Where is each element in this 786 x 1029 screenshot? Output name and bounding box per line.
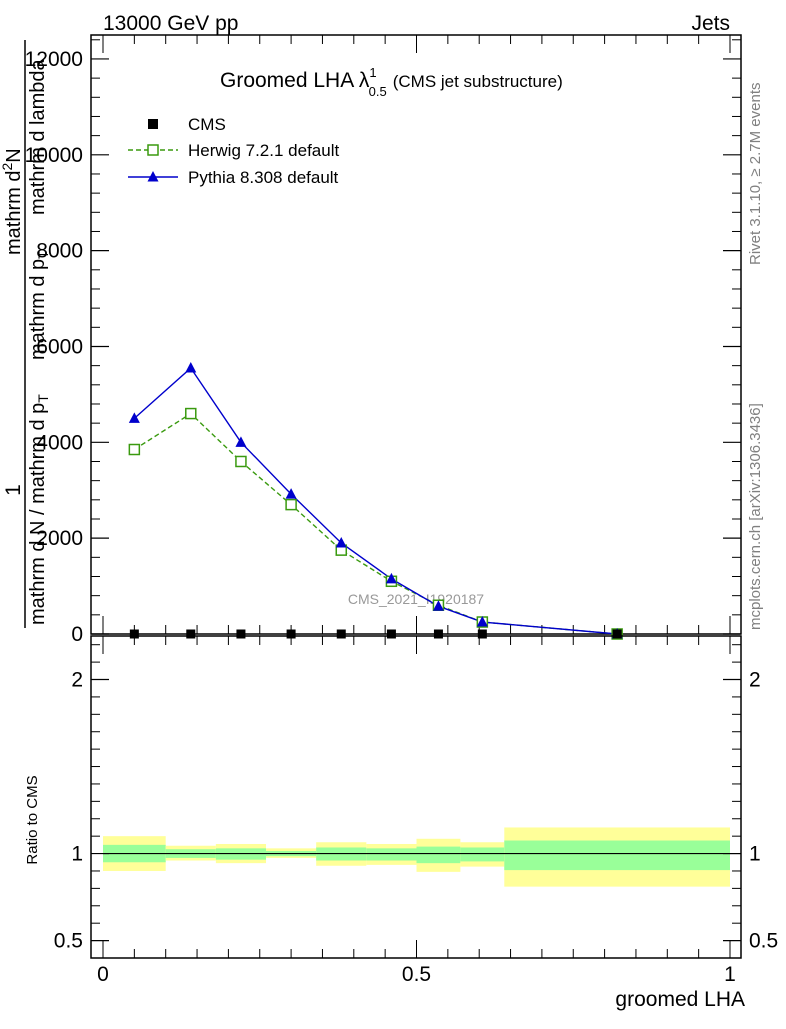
cms-point (129, 629, 139, 639)
pythia-point (432, 600, 444, 611)
header-right: Jets (691, 12, 730, 35)
main-ytick-label: 0 (71, 623, 83, 646)
ratio-ytick-label: 2 (71, 669, 83, 692)
pythia-point (128, 412, 140, 423)
ylabel-right-text: mathrm d p (27, 259, 49, 360)
legend-pythia-marker (147, 171, 159, 182)
ratio-ytick-label-right: 1 (749, 843, 761, 866)
mcplots-label: mcplots.cern.ch [arXiv:1306.3436] (747, 403, 764, 630)
ylabel-numerator-sup: 2 (0, 163, 15, 171)
main-ytick-label: 10000 (25, 144, 83, 167)
ratio-band-inner (504, 840, 730, 871)
herwig-line (133, 412, 618, 635)
ratio-band-inner (460, 847, 505, 862)
chart-title: Groomed LHA λ1 0.5 (CMS jet substructure) (220, 65, 563, 99)
analysis-watermark: CMS_2021_I1920187 (348, 591, 484, 607)
ylabel-numerator-n: N (3, 148, 25, 162)
cms-point (477, 629, 487, 639)
cms-point (236, 629, 246, 639)
ratio-ytick-label: 1 (71, 843, 83, 866)
ratio-xtick-label: 1 (724, 963, 736, 986)
ratio-ytick-label: 0.5 (54, 930, 83, 953)
rivet-label: Rivet 3.1.10, ≥ 2.7M events (747, 83, 764, 266)
herwig-point (235, 455, 247, 468)
pythia-point (285, 488, 297, 499)
legend-herwig-label: Herwig 7.2.1 default (188, 141, 339, 160)
ratio-xtick-label: 0 (97, 963, 109, 986)
herwig-point (128, 443, 141, 456)
pythia-point (185, 362, 197, 373)
header-left: 13000 GeV pp (103, 12, 238, 35)
title-main: Groomed LHA λ (220, 69, 370, 92)
pythia-point (335, 536, 347, 548)
cms-point (186, 629, 196, 639)
main-ytick-label: 2000 (36, 527, 83, 550)
ratio-ytick-label-right: 0.5 (749, 930, 778, 953)
xlabel: groomed LHA (615, 988, 745, 1011)
ratio-frame (90, 635, 742, 959)
legend: CMS Herwig 7.2.1 default Pythia 8.308 defa… (128, 115, 339, 187)
main-ytick-label: 8000 (36, 240, 83, 263)
title-sub: 0.5 (369, 84, 387, 99)
legend-cms-label: CMS (188, 115, 226, 134)
cms-point (612, 629, 622, 639)
ylabel-denominator: mathrm d N / mathrm d pT (27, 394, 51, 625)
title-sup: 1 (369, 65, 376, 80)
ylabel-numerator-text: mathrm d (3, 171, 25, 255)
cms-point (433, 629, 443, 639)
pythia-point (385, 572, 397, 584)
main-ylabel: 1 mathrm d N / mathrm d pT mathrm d2N ma… (0, 40, 51, 628)
cms-point (286, 629, 296, 639)
main-ytick-label: 4000 (36, 431, 83, 454)
ylabel-right-tail: mathrm d lambda (27, 59, 49, 215)
ylabel-denominator-text: mathrm d N / mathrm d p (27, 403, 49, 625)
ratio-panel: 0.5 0.5 1 1 2 2 0 0.5 1 (54, 635, 778, 986)
pythia-point (476, 616, 488, 627)
ylabel-denominator-sub: T (35, 394, 51, 403)
title-tail: (CMS jet substructure) (393, 72, 563, 91)
ylabel-one: 1 (2, 484, 25, 496)
ratio-xtick-label: 0.5 (402, 963, 431, 986)
ylabel-numerator: mathrm d2N (0, 148, 25, 255)
ratio-band-inner (366, 848, 417, 861)
cms-point (336, 629, 346, 639)
ratio-ylabel: Ratio to CMS (24, 775, 41, 864)
main-ytick-label: 6000 (36, 335, 83, 358)
cms-point (386, 629, 396, 639)
ylabel-right-sub: T (35, 250, 51, 259)
ratio-ytick-label-right: 2 (749, 669, 761, 692)
legend-cms-marker (148, 119, 158, 129)
legend-herwig-marker (147, 144, 159, 156)
legend-pythia-label: Pythia 8.308 default (188, 168, 339, 187)
pythia-point (235, 436, 247, 447)
herwig-point (285, 498, 297, 511)
herwig-point (185, 407, 197, 420)
main-panel: 0 2000 4000 6000 8000 10000 12000 (25, 34, 742, 646)
ylabel-right: mathrm d pT (27, 250, 51, 360)
ratio-band-inner (416, 846, 461, 864)
main-ytick-label: 12000 (25, 48, 83, 71)
